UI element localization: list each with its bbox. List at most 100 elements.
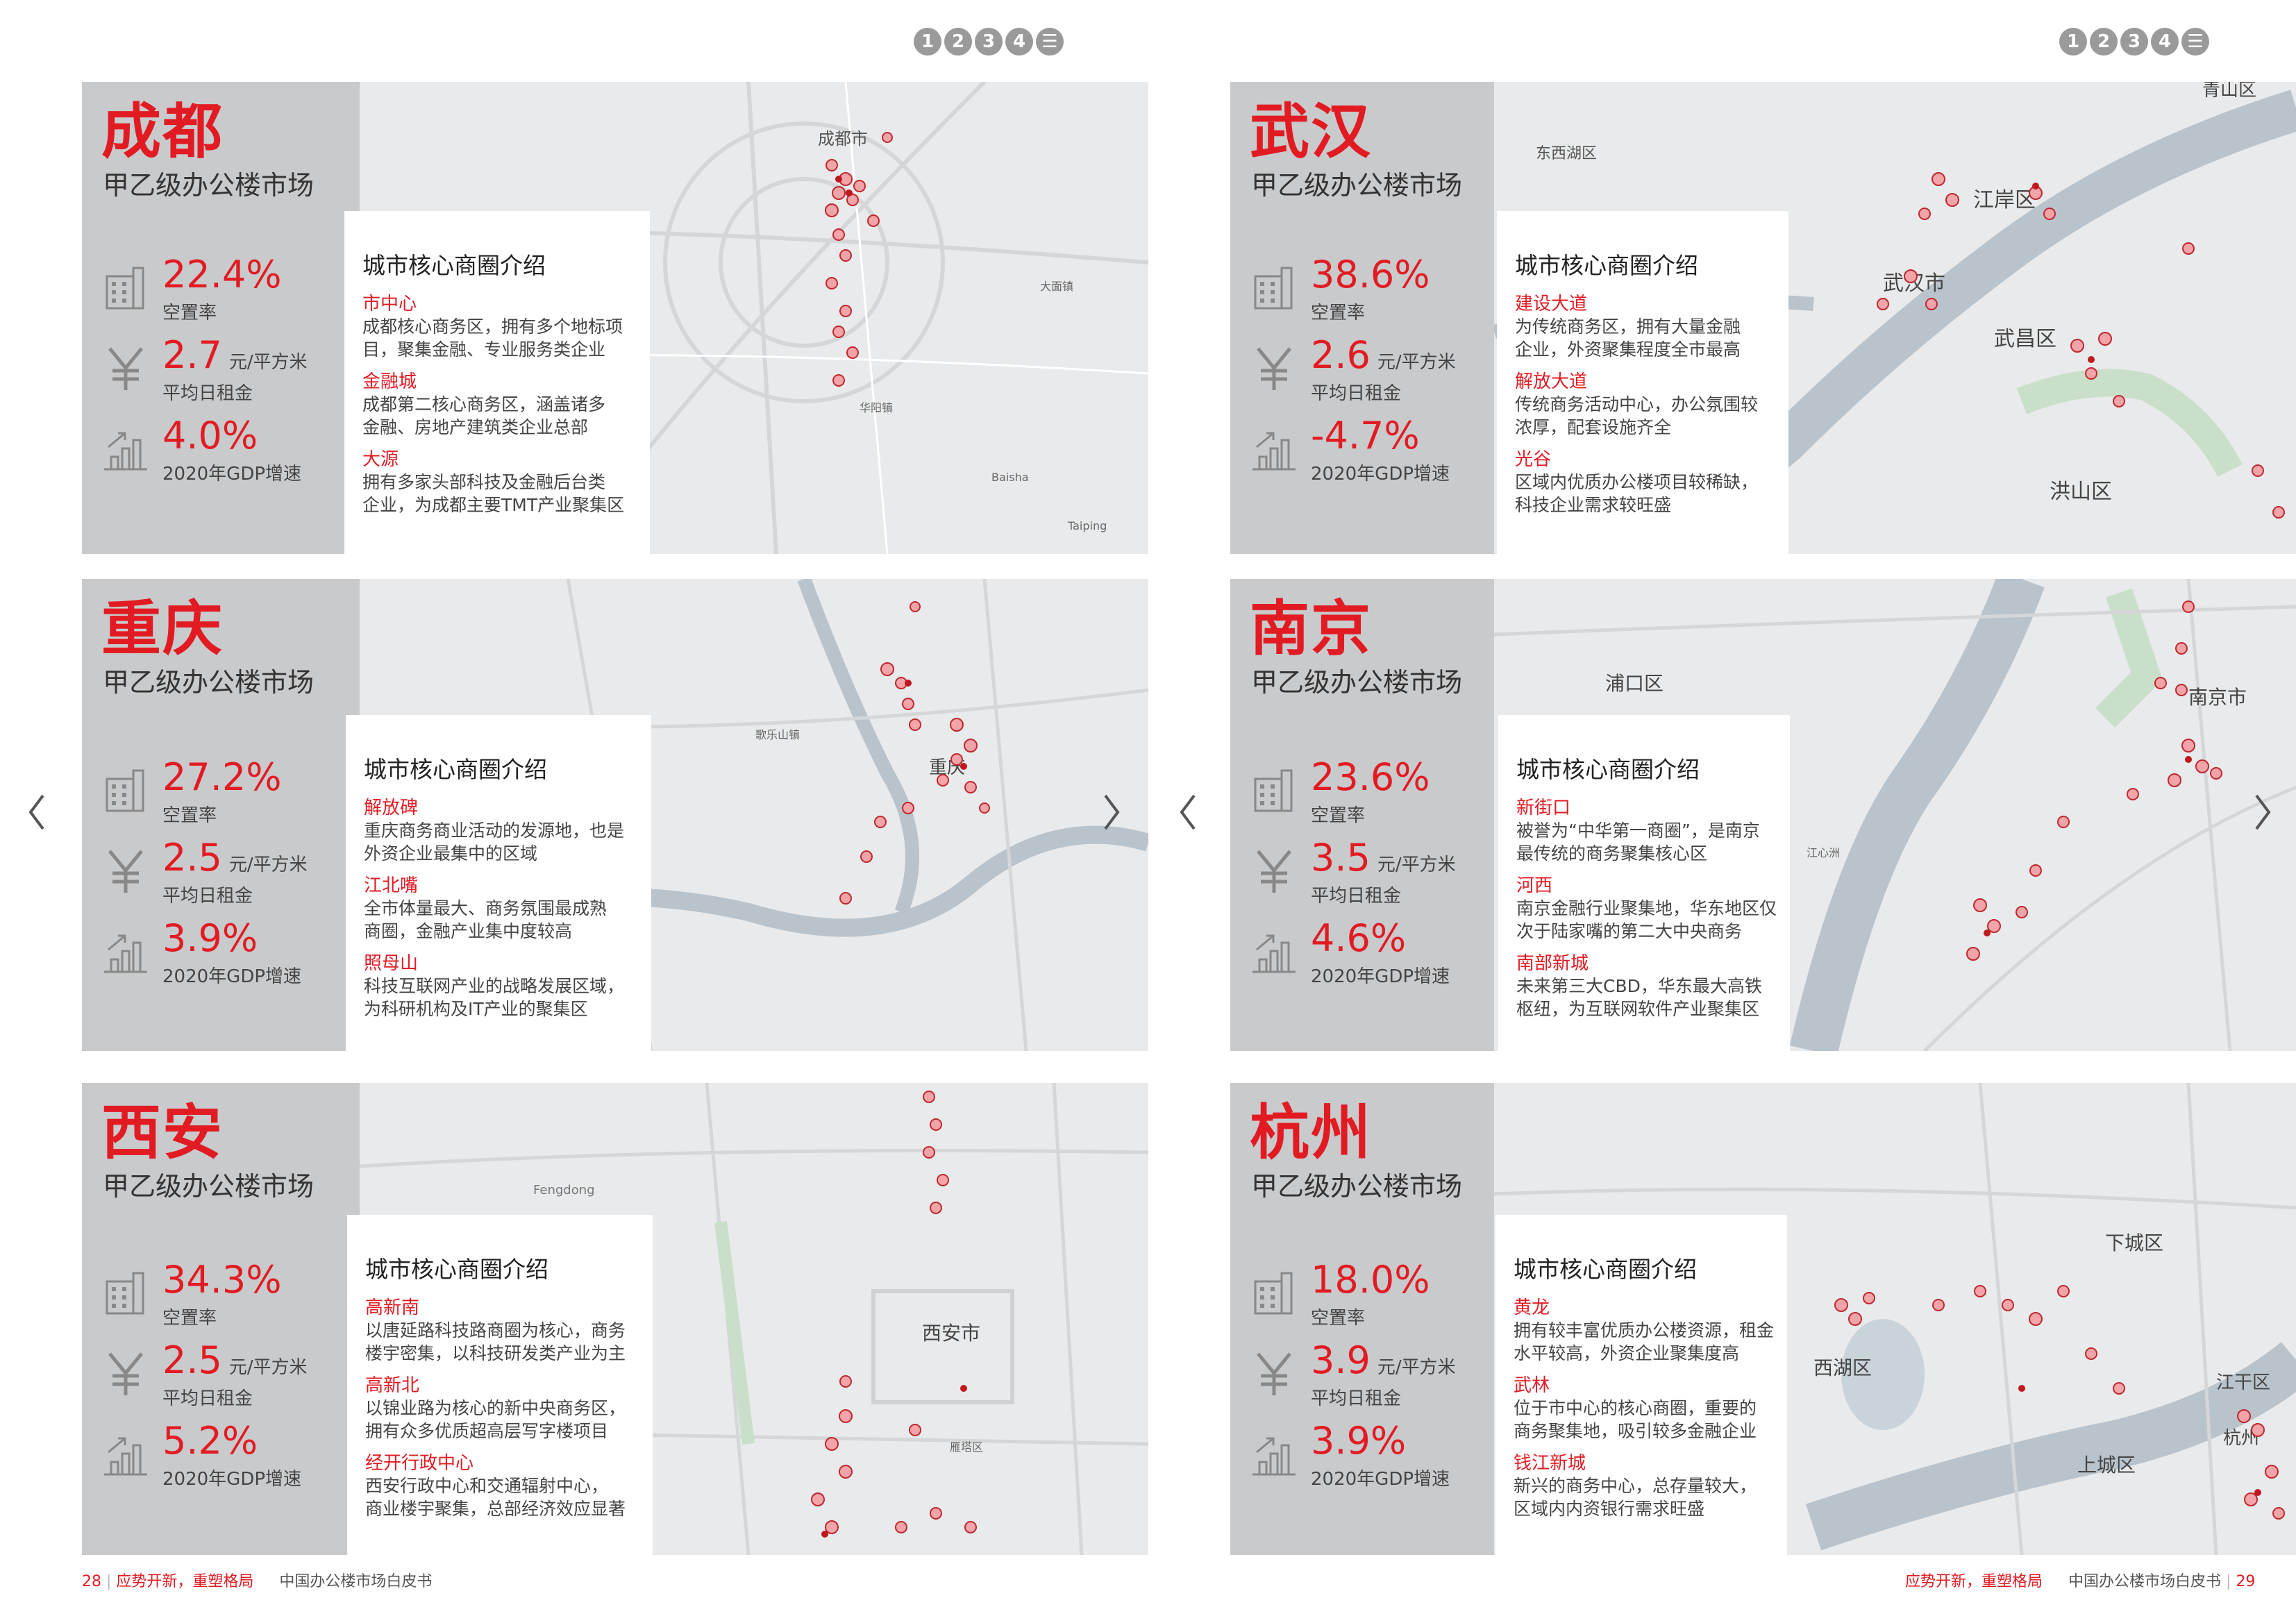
stat-label: 空置率 [162, 303, 217, 323]
stat-label: 平均日租金 [162, 886, 253, 907]
stat-vacancy: 34.3% 空置率 [101, 1259, 358, 1336]
district-item: 解放大道 传统商务活动中心，办公氛围较 浓厚，配套设施齐全 [1515, 371, 1793, 439]
growth-chart-icon [1252, 1437, 1296, 1476]
nav-page-3[interactable]: 3 [2120, 28, 2148, 56]
nav-page-2[interactable]: 2 [2090, 28, 2118, 56]
map-label: 江心洲 [1807, 846, 1840, 859]
map-graphic: 下城区 西湖区 江干区 杭州 上城区 [1494, 1083, 2296, 1555]
next-arrow-icon[interactable] [2252, 791, 2273, 833]
city-name: 西安 [101, 1098, 224, 1168]
district-name: 高新南 [365, 1297, 420, 1318]
map-label: 成都市 [818, 129, 868, 149]
district-desc: 商务聚集地，吸引较多金融企业 [1514, 1421, 1757, 1441]
district-item: 高新南 以唐延路科技路商圈为核心，商务 楼宇密集，以科技研发类产业为主 [365, 1297, 643, 1365]
nav-page-4[interactable]: 4 [1005, 28, 1033, 56]
stat-value: 27.2% [162, 755, 282, 799]
yuan-icon [108, 1352, 143, 1395]
district-item: 钱江新城 新兴的商务中心，总存量较大， 区域内内资银行需求旺盛 [1514, 1452, 1791, 1520]
district-desc: 企业，外资聚集程度全市最高 [1515, 339, 1741, 360]
nav-page-1[interactable]: 1 [914, 28, 941, 56]
stat-value: 2.7 [162, 333, 222, 377]
core-district-intro: 城市核心商圈介绍 建设大道 为传统商务区，拥有大量金融 企业，外资聚集程度全市最… [1497, 211, 1788, 554]
map-graphic: 西安市 Fengdong 雁塔区 [360, 1083, 1148, 1555]
prev-arrow-icon[interactable] [1178, 791, 1198, 833]
market-subtitle: 甲乙级办公楼市场 [103, 1171, 315, 1202]
city-name: 重庆 [101, 594, 224, 664]
district-desc: 区域内优质办公楼项目较稀缺， [1515, 472, 1759, 492]
page-nav-left: 1 2 3 4 ☰ [914, 28, 1064, 56]
footer-book-title: 中国办公楼市场白皮书 [279, 1573, 433, 1590]
district-desc: 次于陆家嘴的第二大中央商务 [1516, 921, 1743, 941]
map-graphic: 成都市 大面镇 华阳镇 Baisha Taiping [360, 82, 1148, 554]
growth-chart-icon [104, 432, 147, 471]
district-item: 高新北 以锦业路为核心的新中央商务区， 拥有众多优质超高层写字楼项目 [365, 1374, 643, 1443]
stat-label: 平均日租金 [162, 1388, 253, 1409]
stat-label: 2020年GDP增速 [162, 1469, 302, 1490]
map-label: 江岸区 [1973, 188, 2036, 212]
stats-panel: 杭州 甲乙级办公楼市场 18.0% 空置率 3.9 元/平方米 平均日租金 3.9… [1230, 1083, 1494, 1555]
district-name: 经开行政中心 [365, 1453, 474, 1474]
stat-value: 5.2% [162, 1419, 258, 1463]
district-desc: 被誉为“中华第一商圈”，是南京 [1516, 821, 1760, 841]
yuan-icon [1257, 850, 1291, 893]
nav-page-4[interactable]: 4 [2151, 28, 2179, 56]
map-label: 雁塔区 [950, 1440, 983, 1454]
district-name: 河西 [1516, 875, 1553, 896]
building-icon [106, 1272, 144, 1315]
district-desc: 区域内内资银行需求旺盛 [1514, 1499, 1705, 1519]
yuan-icon [1257, 347, 1291, 390]
city-name: 杭州 [1250, 1098, 1372, 1168]
page-number: 28 [82, 1573, 101, 1590]
growth-chart-icon [1252, 934, 1296, 973]
building-icon [1254, 267, 1293, 310]
stat-label: 空置率 [1311, 805, 1366, 826]
district-desc: 为科研机构及IT产业的聚集区 [364, 999, 588, 1019]
district-desc: 科技企业需求较旺盛 [1515, 495, 1672, 515]
stat-label: 空置率 [1311, 1308, 1366, 1329]
prev-arrow-icon[interactable] [26, 791, 47, 833]
nav-menu-icon[interactable]: ☰ [2181, 28, 2209, 56]
district-desc: 拥有多家头部科技及金融后台类 [362, 472, 606, 492]
stat-value: -4.7% [1311, 414, 1420, 457]
building-icon [1254, 769, 1293, 812]
building-icon [1254, 1272, 1293, 1315]
stat-label: 空置率 [1311, 303, 1366, 323]
district-name: 建设大道 [1515, 294, 1588, 314]
market-subtitle: 甲乙级办公楼市场 [103, 667, 315, 698]
stat-value: 3.9% [162, 916, 258, 960]
left-page: 1 2 3 4 ☰ 成都 甲乙级办公楼市场 22.4% 空置率 2.7 元/平方米… [26, 28, 1148, 1590]
stat-vacancy: 18.0% 空置率 [1250, 1259, 1507, 1336]
intro-title: 城市核心商圈介绍 [1516, 756, 1700, 783]
next-arrow-icon[interactable] [1101, 791, 1122, 833]
district-item: 金融城 成都第二核心商务区，涵盖诸多 金融、房地产建筑类企业总部 [362, 371, 640, 439]
nav-page-2[interactable]: 2 [944, 28, 972, 56]
building-icon [106, 769, 144, 812]
stat-label: 2020年GDP增速 [162, 966, 302, 987]
city-name: 南京 [1250, 594, 1372, 664]
map-label: 西安市 [922, 1322, 980, 1345]
map-label: 江干区 [2216, 1372, 2270, 1393]
district-desc: 金融、房地产建筑类企业总部 [362, 417, 589, 437]
stat-value: 22.4% [162, 253, 282, 296]
nav-menu-icon[interactable]: ☰ [1036, 28, 1064, 56]
stat-label: 2020年GDP增速 [1311, 464, 1450, 485]
stat-value: 3.9 [1311, 1338, 1371, 1382]
stat-value: 2.5 [162, 1338, 222, 1382]
yuan-icon [108, 850, 143, 893]
nav-page-3[interactable]: 3 [975, 28, 1003, 56]
stats-panel: 武汉 甲乙级办公楼市场 38.6% 空置率 2.6 元/平方米 平均日租金 -4.… [1230, 82, 1494, 554]
district-desc: 目，聚集金融、专业服务类企业 [362, 339, 606, 360]
stat-gdp: 4.6% 2020年GDP增速 [1250, 918, 1507, 994]
district-item: 江北嘴 全市体量最大、商务氛围最成熟 商圈，金融产业集中度较高 [364, 875, 642, 943]
nav-page-1[interactable]: 1 [2059, 28, 2087, 56]
map-label: Fengdong [533, 1183, 595, 1197]
page-nav-right: 1 2 3 4 ☰ [2059, 28, 2209, 56]
district-desc: 西安行政中心和交通辐射中心， [365, 1476, 609, 1496]
district-desc: 企业，为成都主要TMT产业聚集区 [362, 495, 625, 515]
district-name: 解放碑 [364, 798, 419, 818]
city-card-nanjing: 南京 甲乙级办公楼市场 23.6% 空置率 3.5 元/平方米 平均日租金 4.6… [1230, 579, 2296, 1051]
footer-left: 28 | 应势开新，重塑格局 中国办公楼市场白皮书 [82, 1573, 433, 1590]
intro-title: 城市核心商圈介绍 [364, 756, 547, 783]
intro-title: 城市核心商圈介绍 [365, 1256, 548, 1283]
city-card-wuhan: 武汉 甲乙级办公楼市场 38.6% 空置率 2.6 元/平方米 平均日租金 -4.… [1230, 82, 2296, 554]
